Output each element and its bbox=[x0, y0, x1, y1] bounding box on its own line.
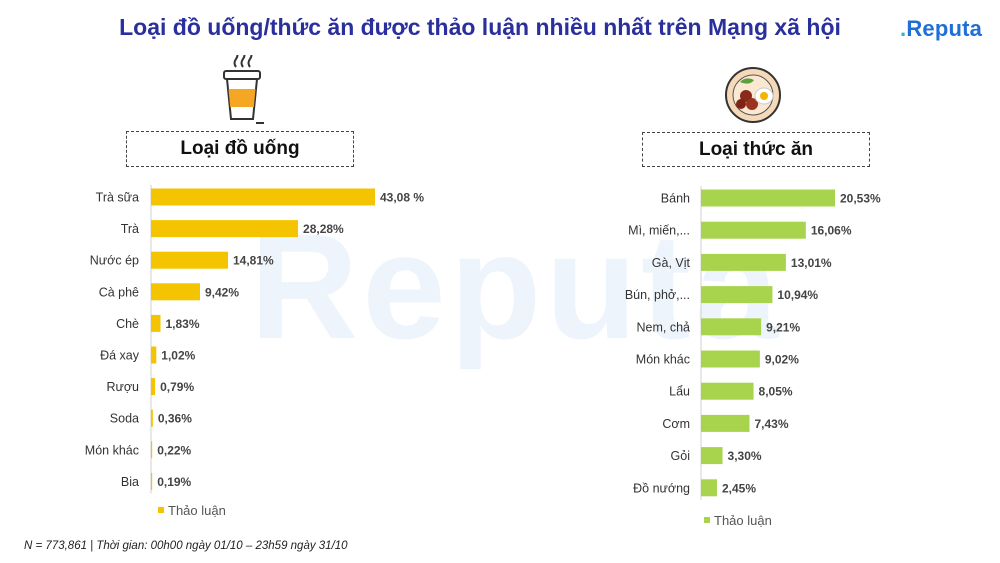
food-bar bbox=[701, 221, 806, 239]
drink-bar bbox=[151, 283, 200, 301]
drink-data-label: 28,28% bbox=[303, 222, 344, 236]
food-bar bbox=[701, 414, 750, 432]
food-bar bbox=[701, 382, 754, 400]
page-title: Loại đồ uống/thức ăn được thảo luận nhiề… bbox=[119, 14, 841, 40]
drink-category-label: Trà sữa bbox=[96, 191, 139, 205]
drink-category-label: Bia bbox=[121, 475, 139, 489]
footnote: N = 773,861 | Thời gian: 00h00 ngày 01/1… bbox=[24, 540, 348, 552]
food-category-label: Đồ nướng bbox=[633, 481, 690, 495]
drink-data-label: 0,22% bbox=[157, 443, 191, 457]
drink-bar bbox=[151, 220, 299, 238]
food-data-label: 10,94% bbox=[777, 288, 818, 302]
reputa-logo: .Reputa bbox=[900, 16, 983, 41]
drink-data-label: 9,42% bbox=[205, 285, 239, 299]
drink-category-label: Soda bbox=[110, 412, 139, 426]
drink-category-label: Món khác bbox=[85, 443, 139, 457]
drink-data-label: 43,08 % bbox=[380, 191, 424, 205]
food-category-label: Cơm bbox=[662, 417, 690, 431]
drink-bar bbox=[151, 314, 161, 332]
drink-category-label: Nước ép bbox=[90, 254, 139, 268]
drink-category-label: Cà phê bbox=[99, 285, 139, 299]
drink-data-label: 1,02% bbox=[161, 349, 195, 363]
food-data-label: 9,02% bbox=[765, 353, 799, 367]
food-category-label: Gà, Vịt bbox=[652, 256, 691, 270]
drink-bar bbox=[151, 251, 229, 269]
food-category-label: Nem, chả bbox=[637, 320, 691, 334]
food-category-label: Món khác bbox=[636, 353, 690, 367]
food-plate-icon bbox=[724, 66, 782, 129]
drink-legend-swatch bbox=[158, 507, 164, 513]
food-bar bbox=[701, 253, 786, 271]
drink-data-label: 0,79% bbox=[160, 380, 194, 394]
drink-legend-label: Thảo luận bbox=[168, 503, 226, 518]
drink-category-label: Đá xay bbox=[100, 349, 140, 363]
food-category-label: Bún, phở,... bbox=[625, 288, 690, 302]
food-data-label: 13,01% bbox=[791, 256, 832, 270]
drink-category-label: Trà bbox=[121, 222, 139, 236]
drink-bar bbox=[151, 409, 153, 427]
drink-bar bbox=[151, 378, 156, 396]
drink-data-label: 1,83% bbox=[166, 317, 200, 331]
drink-panel-title: Loại đồ uống bbox=[126, 131, 354, 167]
food-data-label: 7,43% bbox=[754, 417, 788, 431]
drink-bar bbox=[151, 346, 157, 364]
drink-data-label: 0,36% bbox=[158, 412, 192, 426]
drink-category-label: Chè bbox=[116, 317, 139, 331]
food-legend-swatch bbox=[704, 517, 710, 523]
drink-bar bbox=[151, 188, 375, 206]
food-legend-label: Thảo luận bbox=[714, 513, 772, 528]
food-bar bbox=[701, 447, 723, 465]
food-bar bbox=[701, 318, 762, 336]
food-category-label: Mì, miến,... bbox=[628, 224, 690, 238]
drink-bar bbox=[151, 472, 153, 490]
food-bar bbox=[701, 350, 760, 368]
food-data-label: 9,21% bbox=[766, 320, 800, 334]
drink-category-label: Rượu bbox=[106, 380, 139, 394]
watermark: Reputa bbox=[250, 202, 783, 370]
drink-bar bbox=[151, 441, 153, 459]
food-category-label: Gỏi bbox=[671, 449, 690, 463]
bubble-tea-cup-icon bbox=[218, 50, 268, 130]
food-data-label: 20,53% bbox=[840, 192, 881, 206]
drink-data-label: 0,19% bbox=[157, 475, 191, 489]
food-data-label: 2,45% bbox=[722, 481, 756, 495]
food-data-label: 8,05% bbox=[759, 385, 793, 399]
food-bar bbox=[701, 479, 717, 497]
food-bar bbox=[701, 189, 835, 207]
food-bar bbox=[701, 286, 773, 304]
drink-data-label: 14,81% bbox=[233, 254, 274, 268]
food-data-label: 3,30% bbox=[728, 449, 762, 463]
food-category-label: Lẩu bbox=[669, 385, 690, 399]
food-panel-title: Loại thức ăn bbox=[642, 132, 870, 167]
food-category-label: Bánh bbox=[661, 192, 690, 206]
food-data-label: 16,06% bbox=[811, 224, 852, 238]
